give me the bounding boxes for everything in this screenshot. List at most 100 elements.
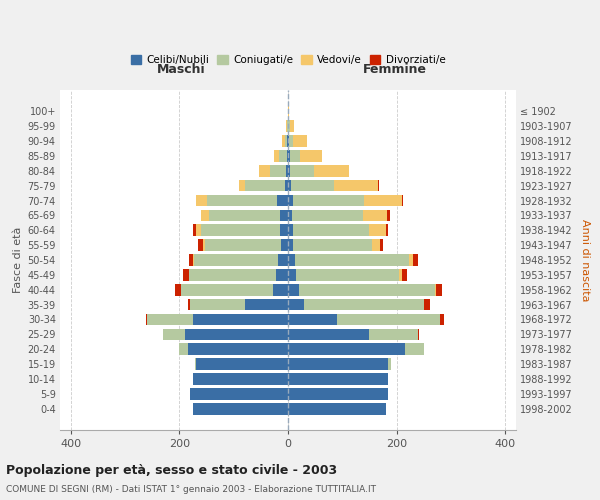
Bar bbox=[199, 240, 203, 251]
Bar bbox=[288, 373, 388, 385]
Bar bbox=[276, 269, 288, 280]
Bar bbox=[288, 224, 293, 236]
Bar bbox=[314, 165, 349, 176]
Bar bbox=[280, 210, 288, 221]
Bar bbox=[193, 254, 194, 266]
Bar bbox=[288, 314, 337, 326]
Bar bbox=[409, 254, 413, 266]
Text: Femmine: Femmine bbox=[363, 64, 427, 76]
Bar bbox=[278, 254, 288, 266]
Bar bbox=[270, 165, 286, 176]
Bar bbox=[293, 240, 372, 251]
Bar bbox=[163, 328, 185, 340]
Bar bbox=[304, 299, 424, 310]
Bar bbox=[147, 314, 193, 326]
Bar bbox=[288, 299, 304, 310]
Bar bbox=[293, 224, 370, 236]
Bar bbox=[288, 254, 295, 266]
Bar bbox=[388, 358, 391, 370]
Bar bbox=[189, 269, 276, 280]
Bar bbox=[436, 284, 442, 296]
Bar bbox=[363, 210, 388, 221]
Bar bbox=[279, 150, 287, 162]
Bar bbox=[188, 254, 193, 266]
Bar bbox=[413, 254, 418, 266]
Bar bbox=[372, 240, 380, 251]
Bar bbox=[205, 240, 281, 251]
Bar bbox=[377, 180, 379, 192]
Bar bbox=[203, 240, 205, 251]
Bar bbox=[288, 180, 291, 192]
Bar bbox=[370, 328, 418, 340]
Bar bbox=[245, 180, 285, 192]
Bar bbox=[193, 403, 288, 414]
Bar bbox=[299, 284, 434, 296]
Bar bbox=[337, 314, 440, 326]
Bar bbox=[402, 269, 407, 280]
Bar bbox=[281, 240, 288, 251]
Bar bbox=[440, 314, 445, 326]
Bar bbox=[282, 135, 285, 147]
Bar bbox=[188, 299, 190, 310]
Bar bbox=[288, 135, 289, 147]
Bar bbox=[209, 210, 280, 221]
Bar bbox=[288, 328, 370, 340]
Bar bbox=[290, 165, 314, 176]
Bar bbox=[290, 120, 294, 132]
Bar bbox=[277, 194, 288, 206]
Bar bbox=[286, 165, 288, 176]
Bar bbox=[370, 224, 386, 236]
Text: Popolazione per età, sesso e stato civile - 2003: Popolazione per età, sesso e stato civil… bbox=[6, 464, 337, 477]
Text: COMUNE DI SEGNI (RM) - Dati ISTAT 1° gennaio 2003 - Elaborazione TUTTITALIA.IT: COMUNE DI SEGNI (RM) - Dati ISTAT 1° gen… bbox=[6, 485, 376, 494]
Bar bbox=[287, 120, 288, 132]
Bar bbox=[188, 344, 288, 355]
Bar bbox=[206, 194, 277, 206]
Bar bbox=[380, 240, 383, 251]
Bar bbox=[405, 344, 424, 355]
Bar bbox=[292, 210, 363, 221]
Bar bbox=[288, 120, 290, 132]
Y-axis label: Fasce di età: Fasce di età bbox=[13, 227, 23, 293]
Bar bbox=[288, 403, 386, 414]
Bar bbox=[175, 284, 181, 296]
Bar bbox=[296, 269, 399, 280]
Bar bbox=[293, 194, 364, 206]
Bar bbox=[182, 269, 189, 280]
Bar bbox=[287, 150, 288, 162]
Bar bbox=[293, 135, 307, 147]
Bar bbox=[424, 299, 430, 310]
Bar bbox=[288, 210, 292, 221]
Bar bbox=[179, 344, 188, 355]
Bar bbox=[245, 299, 288, 310]
Bar bbox=[399, 269, 402, 280]
Bar bbox=[196, 194, 206, 206]
Y-axis label: Anni di nascita: Anni di nascita bbox=[580, 219, 590, 301]
Bar bbox=[288, 165, 290, 176]
Bar bbox=[288, 150, 290, 162]
Bar bbox=[288, 194, 293, 206]
Bar bbox=[288, 358, 388, 370]
Bar bbox=[288, 344, 405, 355]
Bar bbox=[190, 299, 245, 310]
Bar bbox=[386, 224, 388, 236]
Bar bbox=[291, 180, 334, 192]
Bar bbox=[273, 284, 288, 296]
Bar bbox=[388, 210, 390, 221]
Bar bbox=[418, 328, 419, 340]
Bar bbox=[364, 194, 402, 206]
Bar bbox=[288, 284, 299, 296]
Bar bbox=[334, 180, 377, 192]
Bar bbox=[288, 388, 388, 400]
Bar bbox=[290, 150, 301, 162]
Legend: Celibi/Nubili, Coniugati/e, Vedovi/e, Divorziati/e: Celibi/Nubili, Coniugati/e, Vedovi/e, Di… bbox=[127, 51, 449, 70]
Bar bbox=[274, 150, 279, 162]
Bar bbox=[285, 135, 287, 147]
Bar bbox=[289, 135, 293, 147]
Text: Maschi: Maschi bbox=[157, 64, 205, 76]
Bar bbox=[193, 224, 196, 236]
Bar bbox=[239, 180, 245, 192]
Bar bbox=[201, 210, 209, 221]
Bar bbox=[196, 358, 288, 370]
Bar bbox=[146, 314, 147, 326]
Bar bbox=[194, 358, 196, 370]
